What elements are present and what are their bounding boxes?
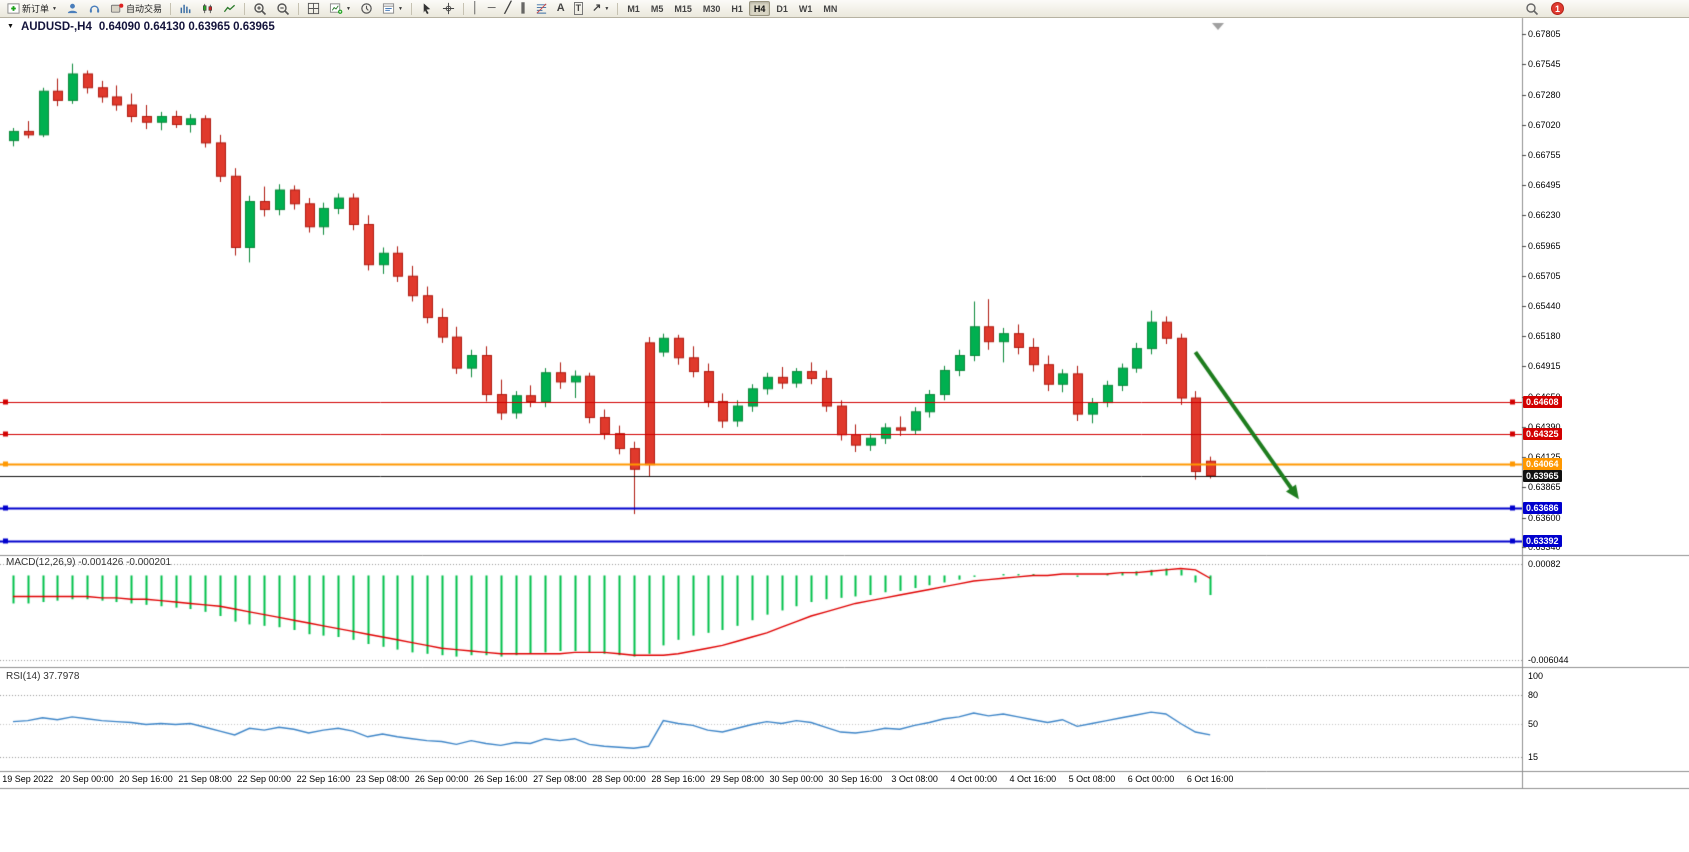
search-button[interactable] [1521, 1, 1543, 16]
toolbar-separator [169, 2, 171, 15]
toolbar-separator [297, 2, 299, 15]
toolbar-separator [617, 2, 619, 15]
timeframe-h4-button[interactable]: H4 [748, 1, 771, 16]
macd-indicator-label: MACD(12,26,9) -0.001426 -0.000201 [6, 557, 172, 568]
timeframe-mn-button[interactable]: MN [818, 1, 842, 16]
zoom-out-icon [277, 2, 290, 15]
timeframe-toolbar: M1 M5 M15 M30 H1 H4 D1 W1 MN [622, 1, 842, 16]
timeframe-w1-button[interactable]: W1 [794, 1, 818, 16]
community-button[interactable] [62, 1, 83, 16]
trendline-icon: ╱ [504, 2, 512, 14]
zoom-in-icon [254, 2, 267, 15]
template-icon [382, 3, 395, 14]
symbol-collapse-icon[interactable]: ▼ [7, 23, 14, 30]
toolbar-separator [410, 2, 412, 15]
history-button[interactable] [356, 1, 377, 16]
horizontal-line-icon: ─ [487, 2, 496, 14]
candlestick-chart-button[interactable] [197, 1, 218, 16]
timeframe-m30-button[interactable]: M30 [698, 1, 726, 16]
tile-windows-icon [307, 2, 320, 15]
crosshair-tool-button[interactable] [438, 1, 459, 16]
timeframe-d1-button[interactable]: D1 [771, 1, 793, 16]
chevron-down-icon: ▼ [397, 5, 403, 12]
timeframe-m1-button[interactable]: M1 [622, 1, 645, 16]
toolbar-separator [243, 2, 245, 15]
person-icon [67, 3, 78, 14]
templates-button[interactable]: ▼ [378, 1, 407, 16]
headset-icon [89, 5, 100, 13]
text-tool-button[interactable]: A [553, 1, 569, 16]
notification-badge[interactable]: 1 [1550, 2, 1564, 15]
search-icon [1526, 2, 1539, 15]
ohlc-readout: 0.64090 0.64130 0.63965 0.63965 [98, 21, 275, 33]
new-order-button[interactable]: 新订单 ▼ [3, 1, 61, 16]
support-button[interactable] [84, 1, 105, 16]
label-tool-button[interactable]: T [570, 1, 588, 16]
cursor-tool-button[interactable] [416, 1, 437, 16]
autotrade-button[interactable]: 自动交易 [106, 1, 166, 16]
main-toolbar: 新订单 ▼ 自动交易 [0, 0, 1689, 18]
toolbar-separator [462, 2, 464, 15]
chevron-down-icon: ▼ [52, 5, 57, 12]
vertical-line-icon: │ [471, 2, 479, 14]
text-tool-icon: A [556, 2, 565, 14]
cursor-icon [423, 3, 431, 15]
crosshair-icon [442, 2, 454, 15]
toolbar-right-group: 1 [1521, 1, 1564, 16]
bar-chart-icon [180, 4, 191, 14]
zoom-in-button[interactable] [249, 1, 271, 16]
timeframe-m5-button[interactable]: M5 [646, 1, 669, 16]
clock-icon [361, 3, 372, 14]
new-order-icon [7, 3, 20, 14]
line-chart-icon [223, 4, 236, 13]
label-tool-icon: T [573, 2, 584, 15]
timeframe-h1-button[interactable]: H1 [726, 1, 748, 16]
new-chart-button[interactable]: ▼ [325, 1, 355, 16]
new-order-label: 新订单 [22, 4, 50, 14]
vertical-line-tool-button[interactable]: │ [468, 1, 483, 16]
bar-chart-button[interactable] [175, 1, 196, 16]
trendline-tool-button[interactable]: ╱ [501, 1, 516, 16]
line-chart-button[interactable] [219, 1, 240, 16]
arrows-tool-button[interactable]: ↗ ▼ [588, 1, 613, 16]
zoom-out-button[interactable] [272, 1, 294, 16]
chevron-down-icon: ▼ [345, 5, 351, 12]
arrows-tool-icon: ↗ [592, 2, 602, 14]
fibonacci-tool-button[interactable] [531, 1, 552, 16]
horizontal-line-tool-button[interactable]: ─ [484, 1, 500, 16]
tile-windows-button[interactable] [303, 1, 324, 16]
channel-icon: ∥ [520, 2, 526, 14]
fibonacci-icon [536, 3, 547, 14]
symbol-period-label: AUDUSD-,H4 [20, 21, 92, 33]
autotrade-label: 自动交易 [125, 4, 162, 14]
chevron-down-icon: ▼ [604, 5, 610, 12]
autotrade-icon [110, 3, 124, 13]
channel-tool-button[interactable]: ∥ [516, 1, 530, 16]
new-chart-icon [329, 3, 343, 14]
rsi-indicator-label: RSI(14) 37.7978 [6, 671, 80, 682]
timeframe-m15-button[interactable]: M15 [669, 1, 697, 16]
chart-header: ▼ AUDUSD-,H4 0.64090 0.64130 0.63965 0.6… [7, 21, 275, 33]
candlestick-icon [203, 3, 212, 14]
